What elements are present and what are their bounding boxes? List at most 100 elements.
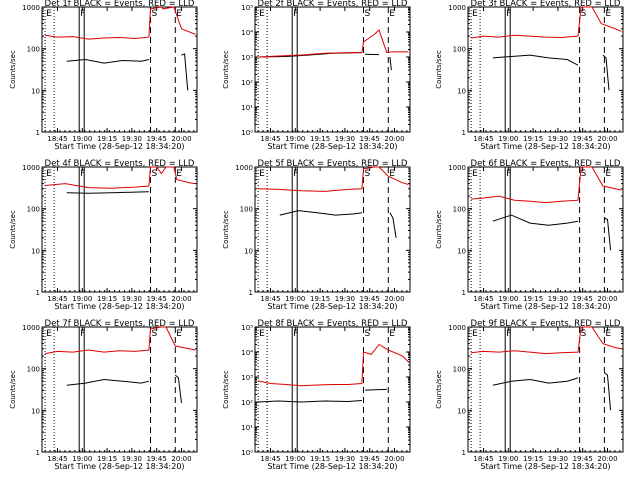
x-tick-label: 19:15 xyxy=(310,455,330,463)
y-tick-label: 1000 xyxy=(22,324,40,332)
y-tick-label: 10⁵ xyxy=(241,4,253,12)
x-axis-label: Start Time (28-Sep-12 18:34:20) xyxy=(480,302,610,311)
events-series-line xyxy=(492,214,579,226)
y-tick-label: 1 xyxy=(462,129,466,137)
x-tick-label: 19:45 xyxy=(147,135,167,143)
plot-frame xyxy=(467,6,624,133)
panel-title: Det 1f BLACK = Events, RED = LLD xyxy=(45,0,195,9)
x-tick-label: 19:45 xyxy=(360,295,380,303)
event-marker-label: E xyxy=(605,9,611,19)
event-marker-label: E xyxy=(176,9,182,19)
panel-title: Det 6f BLACK = Events, RED = LLD xyxy=(471,159,621,169)
event-marker-label: F xyxy=(293,169,298,179)
plot-frame xyxy=(467,326,624,453)
y-tick-label: 100 xyxy=(453,366,466,374)
detector-panel: Det 1f BLACK = Events, RED = LLD 1 10 100 10… xyxy=(9,0,198,151)
x-axis-label: Start Time (28-Sep-12 18:34:20) xyxy=(267,302,397,311)
y-tick-label: 10⁴ xyxy=(241,349,253,357)
x-tick-label: 19:15 xyxy=(97,455,117,463)
x-tick-label: 19:00 xyxy=(498,455,518,463)
x-axis-label: Start Time (28-Sep-12 18:34:20) xyxy=(267,142,397,151)
event-marker-label: E xyxy=(259,329,265,339)
y-tick-label: 10¹ xyxy=(241,104,253,112)
y-tick-label: 1000 xyxy=(448,4,466,12)
detector-panel: Det 4f BLACK = Events, RED = LLD 1 10 100 10… xyxy=(9,159,198,311)
events-series-line xyxy=(604,372,612,411)
x-tick-label: 19:30 xyxy=(548,295,568,303)
event-marker-label: S xyxy=(581,9,587,19)
x-tick-label: 19:30 xyxy=(335,455,355,463)
plot-frame xyxy=(254,6,411,133)
event-marker-label: E xyxy=(389,329,395,339)
event-marker-label: E xyxy=(176,169,182,179)
y-tick-label: 10⁰ xyxy=(241,449,253,457)
event-marker-label: E xyxy=(389,9,395,19)
x-tick-label: 20:00 xyxy=(597,135,617,143)
panel-title: Det 7f BLACK = Events, RED = LLD xyxy=(45,319,195,329)
event-marker-label: S xyxy=(152,169,158,179)
x-tick-label: 19:30 xyxy=(122,295,142,303)
x-tick-label: 19:15 xyxy=(310,295,330,303)
x-axis-label: Start Time (28-Sep-12 18:34:20) xyxy=(480,462,610,471)
y-tick-label: 10⁵ xyxy=(241,324,253,332)
x-tick-label: 19:15 xyxy=(97,295,117,303)
x-tick-label: 20:00 xyxy=(171,135,191,143)
x-tick-label: 19:45 xyxy=(360,455,380,463)
events-series-line xyxy=(174,374,182,404)
event-marker-label: S xyxy=(365,329,371,339)
event-marker-label: F xyxy=(293,9,298,19)
lld-series-line xyxy=(257,343,409,387)
plot-frame xyxy=(41,166,198,293)
x-tick-label: 19:00 xyxy=(285,455,305,463)
x-tick-label: 19:00 xyxy=(285,135,305,143)
panel-title: Det 3f BLACK = Events, RED = LLD xyxy=(471,0,621,9)
y-axis-label: Counts/sec xyxy=(9,210,17,249)
x-tick-label: 19:15 xyxy=(523,295,543,303)
lld-series-line xyxy=(45,326,196,355)
events-series-line xyxy=(66,191,149,194)
y-axis-label: Counts/sec xyxy=(222,50,230,89)
event-marker-label: E xyxy=(605,169,611,179)
events-series-line xyxy=(604,217,612,251)
x-axis-label: Start Time (28-Sep-12 18:34:20) xyxy=(267,462,397,471)
event-marker-label: E xyxy=(605,329,611,339)
y-tick-label: 10² xyxy=(241,79,253,87)
y-tick-label: 100 xyxy=(453,206,466,214)
x-tick-label: 18:45 xyxy=(47,295,67,303)
y-axis-label: Counts/sec xyxy=(435,50,443,89)
event-marker-label: E xyxy=(176,329,182,339)
y-tick-label: 100 xyxy=(453,46,466,54)
y-tick-label: 10⁴ xyxy=(241,29,253,37)
y-tick-label: 1000 xyxy=(235,164,253,172)
x-tick-label: 19:45 xyxy=(573,455,593,463)
y-tick-label: 10⁰ xyxy=(241,129,253,137)
panel-title: Det 5f BLACK = Events, RED = LLD xyxy=(258,159,408,169)
x-tick-label: 18:45 xyxy=(473,295,493,303)
detector-panel: Det 8f BLACK = Events, RED = LLD 10⁰ 10¹ 10… xyxy=(222,319,411,471)
events-series-line xyxy=(389,212,397,238)
x-tick-label: 18:45 xyxy=(260,295,280,303)
x-tick-label: 20:00 xyxy=(171,455,191,463)
events-series-line xyxy=(365,388,387,391)
x-tick-label: 18:45 xyxy=(47,135,67,143)
x-axis-label: Start Time (28-Sep-12 18:34:20) xyxy=(54,302,184,311)
y-tick-label: 1 xyxy=(36,129,40,137)
event-marker-label: S xyxy=(581,329,587,339)
event-marker-label: E xyxy=(472,9,478,19)
y-tick-label: 1 xyxy=(36,289,40,297)
event-marker-label: S xyxy=(581,169,587,179)
events-series-line xyxy=(66,378,150,386)
y-tick-label: 10² xyxy=(241,399,253,407)
event-marker-label: F xyxy=(506,169,511,179)
x-tick-label: 20:00 xyxy=(597,295,617,303)
y-tick-label: 10 xyxy=(457,407,466,415)
plot-frame xyxy=(254,166,411,293)
events-series-line xyxy=(181,53,189,91)
x-tick-label: 19:45 xyxy=(360,135,380,143)
x-tick-label: 19:00 xyxy=(72,135,92,143)
panel-title: Det 9f BLACK = Events, RED = LLD xyxy=(471,319,621,329)
x-axis-label: Start Time (28-Sep-12 18:34:20) xyxy=(54,142,184,151)
lld-series-line xyxy=(471,6,622,39)
y-tick-label: 1000 xyxy=(448,324,466,332)
event-marker-label: F xyxy=(506,329,511,339)
